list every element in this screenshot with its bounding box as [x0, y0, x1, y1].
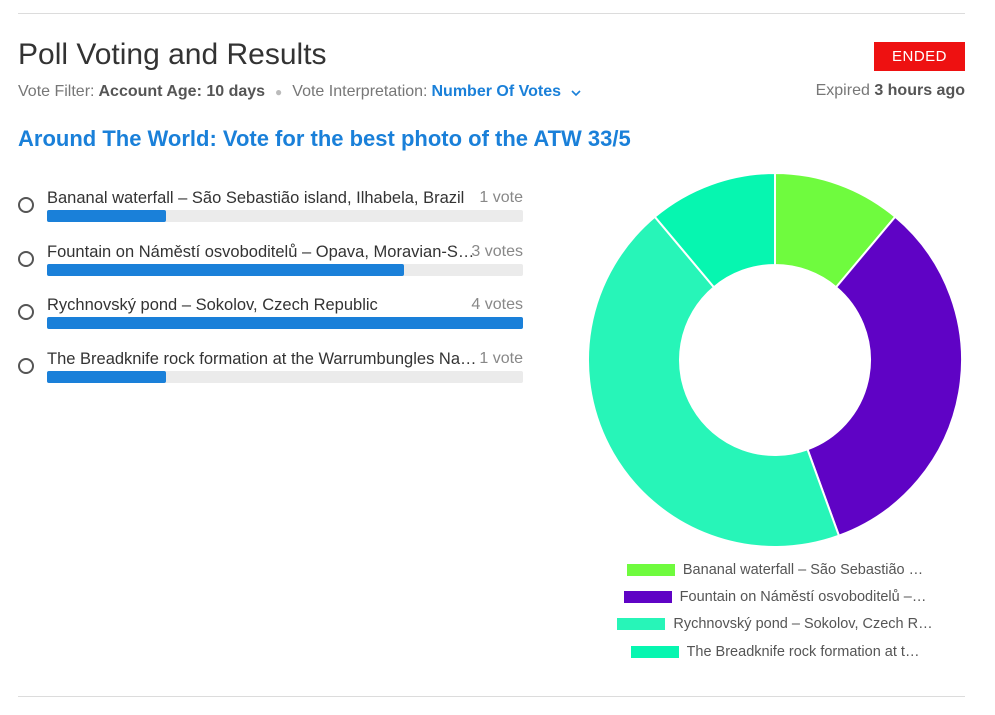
donut-slice[interactable]	[806, 215, 963, 538]
legend-label: Bananal waterfall – São Sebastião …	[682, 561, 924, 578]
results-donut-chart	[570, 160, 980, 560]
poll-option: Rychnovský pond – Sokolov, Czech Republi…	[18, 293, 523, 347]
vote-filter-label: Vote Filter:	[18, 83, 95, 100]
legend-item[interactable]: Fountain on Náměstí osvoboditelů –…	[570, 583, 980, 610]
vote-interpretation-select[interactable]: Number Of Votes	[432, 82, 582, 102]
option-vote-count: 1 vote	[479, 349, 523, 367]
legend-item[interactable]: The Breadknife rock formation at t…	[570, 638, 980, 665]
option-vote-count: 1 vote	[479, 189, 523, 206]
legend-item[interactable]: Rychnovský pond – Sokolov, Czech R…	[570, 611, 980, 638]
legend-swatch	[617, 618, 666, 631]
option-result-fill	[47, 370, 166, 383]
option-radio[interactable]	[18, 304, 34, 320]
option-result-bar	[47, 210, 523, 222]
donut-slice[interactable]	[653, 171, 776, 289]
poll-title: Around The World: Vote for the best phot…	[18, 126, 631, 151]
chart-legend: Bananal waterfall – São Sebastião … Foun…	[570, 556, 980, 665]
vote-interpretation-label: Vote Interpretation:	[292, 83, 428, 100]
poll-option: Bananal waterfall – São Sebastião island…	[18, 186, 523, 240]
donut-slice[interactable]	[587, 215, 841, 548]
option-result-fill	[47, 263, 404, 276]
status-badge: ENDED	[874, 42, 965, 71]
vote-interpretation-value: Number Of Votes	[431, 83, 562, 100]
legend-label: The Breadknife rock formation at t…	[686, 643, 920, 660]
option-vote-count: 4 votes	[471, 296, 523, 313]
legend-swatch	[623, 590, 672, 603]
option-result-bar	[47, 317, 523, 329]
option-result-fill	[47, 210, 166, 222]
option-result-fill	[47, 317, 523, 329]
donut-chart-svg	[587, 171, 963, 548]
legend-label: Rychnovský pond – Sokolov, Czech R…	[673, 616, 933, 633]
option-label[interactable]: The Breadknife rock formation at the War…	[47, 349, 477, 368]
poll-option: The Breadknife rock formation at the War…	[18, 347, 523, 401]
option-radio[interactable]	[18, 197, 34, 213]
top-divider	[18, 13, 965, 14]
legend-swatch	[626, 563, 675, 576]
vote-filter-value: Account Age: 10 days	[98, 83, 266, 100]
poll-option: Fountain on Náměstí osvoboditelů – Opava…	[18, 240, 523, 294]
option-label[interactable]: Bananal waterfall – São Sebastião island…	[47, 189, 465, 207]
bottom-divider	[18, 696, 965, 697]
option-result-bar	[47, 263, 523, 276]
legend-swatch	[630, 645, 679, 658]
poll-options: Bananal waterfall – São Sebastião island…	[18, 186, 523, 400]
option-label[interactable]: Fountain on Náměstí osvoboditelů – Opava…	[47, 242, 477, 261]
separator-dot: ●	[275, 85, 283, 99]
page-title: Poll Voting and Results	[18, 38, 327, 71]
option-vote-count: 3 votes	[471, 242, 523, 260]
option-radio[interactable]	[18, 250, 34, 267]
expiry-prefix: Expired	[815, 82, 870, 99]
option-label[interactable]: Rychnovský pond – Sokolov, Czech Republi…	[47, 296, 378, 314]
legend-item[interactable]: Bananal waterfall – São Sebastião …	[570, 556, 980, 583]
chevron-down-icon	[571, 84, 581, 102]
poll-meta: Vote Filter: Account Age: 10 days ● Vote…	[18, 82, 581, 102]
expiry-value: 3 hours ago	[874, 82, 965, 99]
option-result-bar	[47, 370, 523, 383]
expiry-info: Expired 3 hours ago	[816, 82, 965, 100]
option-radio[interactable]	[18, 357, 34, 374]
legend-label: Fountain on Náměstí osvoboditelů –…	[679, 588, 927, 605]
